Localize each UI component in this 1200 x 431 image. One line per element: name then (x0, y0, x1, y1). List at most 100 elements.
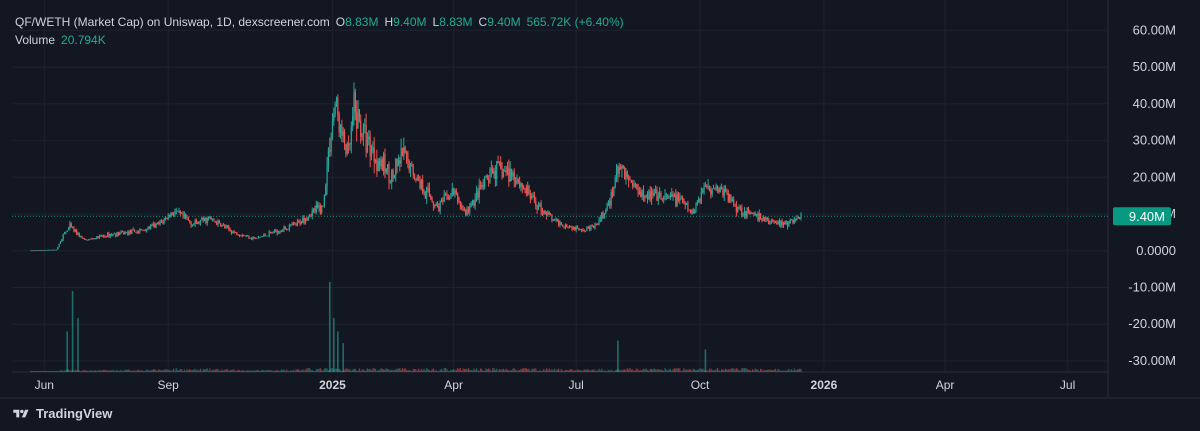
candle-body (102, 235, 105, 237)
volume-bar (411, 370, 413, 372)
volume-bar (150, 370, 152, 372)
candle-body (140, 229, 142, 231)
volume-bar (116, 369, 118, 372)
volume-bar (396, 368, 398, 372)
candle-body (582, 229, 584, 231)
candle-body (458, 201, 460, 203)
volume-bar (334, 368, 336, 372)
volume-bar (586, 369, 588, 372)
symbol-title[interactable]: QF/WETH (Market Cap) on Uniswap, 1D, dex… (15, 15, 330, 29)
volume-bar (700, 369, 702, 372)
candle-body (233, 231, 235, 233)
candle-body (502, 171, 505, 178)
volume-bar (294, 370, 296, 372)
volume-bar (407, 370, 409, 372)
volume-bar (160, 370, 163, 372)
volume-bar (42, 370, 44, 372)
volume-bar (67, 369, 70, 372)
volume-bar (776, 370, 778, 372)
volume-bar (225, 369, 227, 372)
volume-bar (383, 369, 385, 372)
volume-bar (681, 370, 684, 372)
candle-body (342, 131, 344, 136)
candle-body (774, 222, 777, 223)
volume-bar (280, 369, 282, 372)
volume-bar (206, 368, 208, 372)
volume-bar (405, 369, 408, 372)
volume-bar (403, 369, 405, 372)
volume-bar (93, 370, 95, 372)
volume-bar (766, 369, 768, 372)
volume-bar (725, 368, 727, 372)
volume-bar (408, 370, 410, 372)
candle-body (477, 191, 479, 198)
volume-bar (649, 369, 651, 372)
candle-body (291, 224, 293, 226)
candle-body (232, 231, 234, 234)
candle-body (422, 179, 424, 193)
candle-body (247, 235, 249, 237)
candle-body (98, 235, 101, 239)
candle-body (660, 192, 662, 199)
volume-bar (621, 369, 623, 372)
volume-bar (695, 369, 697, 372)
volume-bar (547, 369, 549, 372)
volume-bar (688, 369, 690, 372)
candle-body (273, 229, 276, 234)
volume-bar (304, 369, 307, 372)
candle-body (373, 147, 375, 162)
candle-body (49, 249, 51, 251)
candle-body (76, 230, 78, 235)
volume-bar (222, 370, 224, 372)
candle-body (558, 220, 560, 226)
candle-body (124, 232, 126, 235)
volume-bar (268, 369, 270, 372)
candle-body (427, 187, 429, 189)
candle-body (661, 198, 663, 200)
volume-bar (589, 370, 591, 372)
candle-body (35, 250, 37, 252)
chart-legend: QF/WETH (Market Cap) on Uniswap, 1D, dex… (15, 13, 630, 49)
volume-bar (412, 368, 414, 372)
volume-bar (618, 369, 620, 372)
volume-bar (73, 370, 75, 372)
volume-bar (478, 370, 480, 372)
candle-body (602, 212, 604, 218)
candle-body (181, 212, 183, 214)
candle-body (193, 224, 195, 226)
volume-bar (479, 368, 482, 372)
volume-bar (217, 369, 219, 372)
candle-body (769, 221, 771, 225)
volume-bar (777, 368, 779, 372)
volume-bar (318, 368, 320, 372)
tradingview-branding[interactable]: TradingView (11, 406, 112, 421)
y-axis[interactable]: 60.00M50.00M40.00M30.00M20.00M10.00M0.00… (1128, 22, 1176, 368)
last-price-badge-label: 9.40M (1129, 209, 1165, 224)
candle-body (96, 236, 98, 239)
volume-bar (240, 370, 242, 372)
candle-body (731, 199, 733, 201)
volume-bar (630, 369, 632, 372)
volume-bar (786, 370, 789, 372)
candle-body (111, 234, 113, 236)
x-axis[interactable]: Jun Sep 2025 Apr Jul Oct 2026 Apr Jul (35, 378, 1076, 392)
volume-bar (85, 370, 87, 372)
volume-bar (98, 370, 101, 372)
candle-body (710, 190, 712, 195)
candle-body (403, 147, 405, 157)
candle-body (676, 194, 678, 206)
candle-body (362, 125, 365, 137)
volume-bar (253, 370, 255, 372)
volume-bar (350, 370, 352, 372)
candle-body (220, 223, 222, 227)
volume-bar (563, 370, 565, 372)
candle-body (459, 201, 461, 206)
volume-bar (279, 370, 281, 372)
candle-body (430, 196, 432, 199)
volume-bar (41, 370, 43, 372)
volume-bar (800, 368, 802, 372)
volume-label[interactable]: Volume (15, 33, 56, 47)
candle-body (284, 226, 286, 230)
candle-body (524, 188, 526, 190)
